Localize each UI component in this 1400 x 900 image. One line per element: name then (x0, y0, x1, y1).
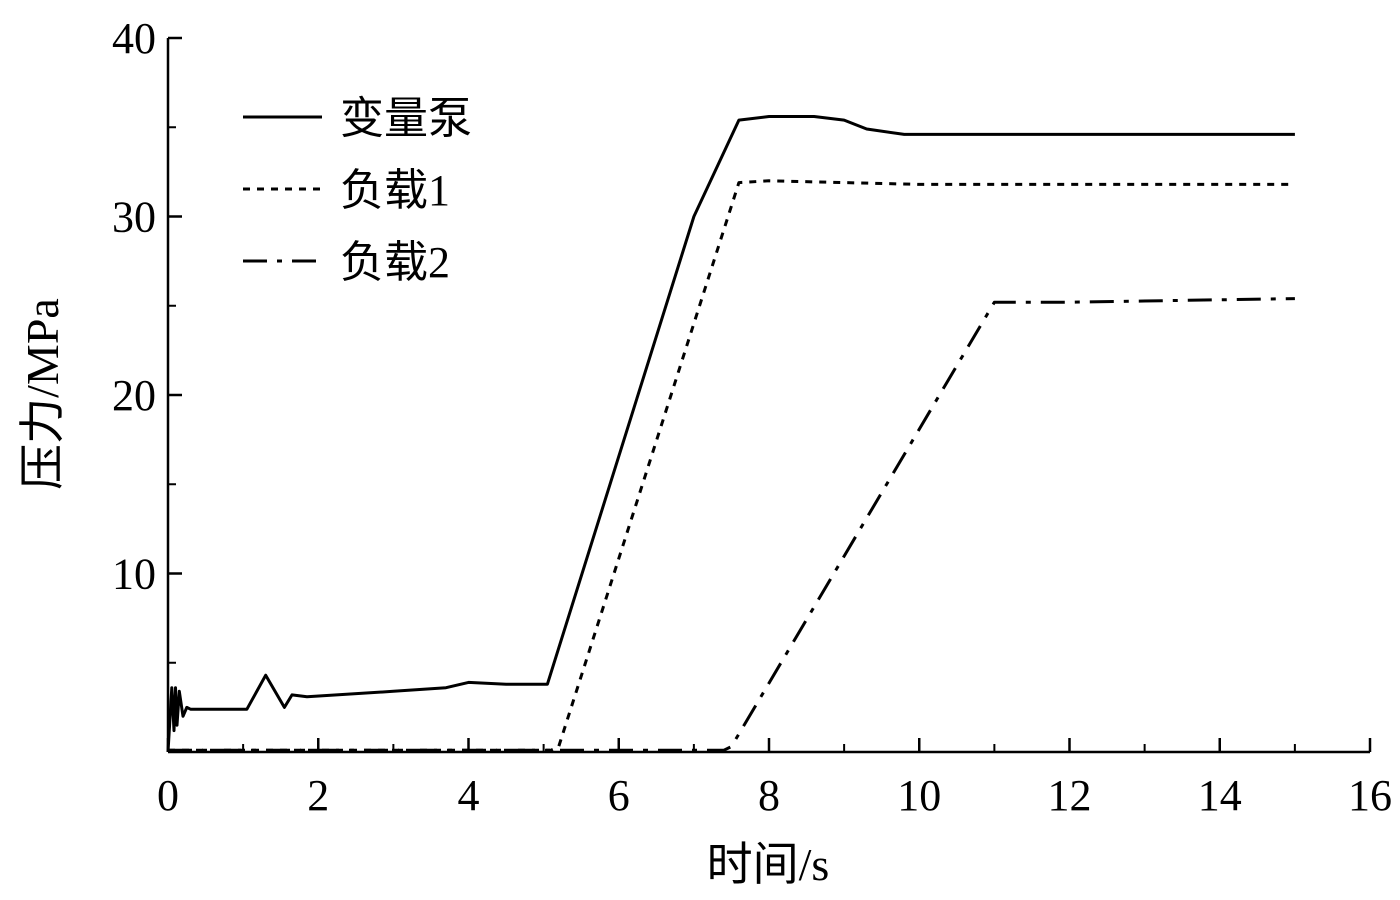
series-line-3 (168, 297, 1295, 752)
axes (166, 38, 1370, 754)
x-tick-label: 4 (458, 771, 480, 820)
legend-label-1: 变量泵 (340, 94, 472, 143)
y-axis-title: 压力/MPa (17, 298, 68, 490)
x-tick-label: 2 (307, 771, 329, 820)
x-tick-label: 12 (1048, 771, 1092, 820)
x-tick-label: 14 (1198, 771, 1242, 820)
series-lines (166, 115, 1295, 753)
series-line-1 (166, 115, 1295, 753)
x-tick-label: 6 (608, 771, 630, 820)
x-tick-label: 8 (758, 771, 780, 820)
x-axis-title: 时间/s (707, 839, 830, 890)
x-tick-label: 16 (1348, 771, 1392, 820)
y-tick-label: 40 (112, 14, 156, 63)
x-tick-label: 0 (157, 771, 179, 820)
y-tick-label: 10 (112, 550, 156, 599)
legend-label-2: 负载1 (340, 166, 450, 215)
x-tick-label: 10 (897, 771, 941, 820)
series-line-2 (168, 179, 1295, 752)
ticks: 0 2 4 6 8 10 12 14 16 10 20 30 40 (112, 14, 1392, 820)
legend-label-3: 负载2 (340, 238, 450, 287)
y-tick-label: 30 (112, 193, 156, 242)
y-tick-label: 20 (112, 371, 156, 420)
